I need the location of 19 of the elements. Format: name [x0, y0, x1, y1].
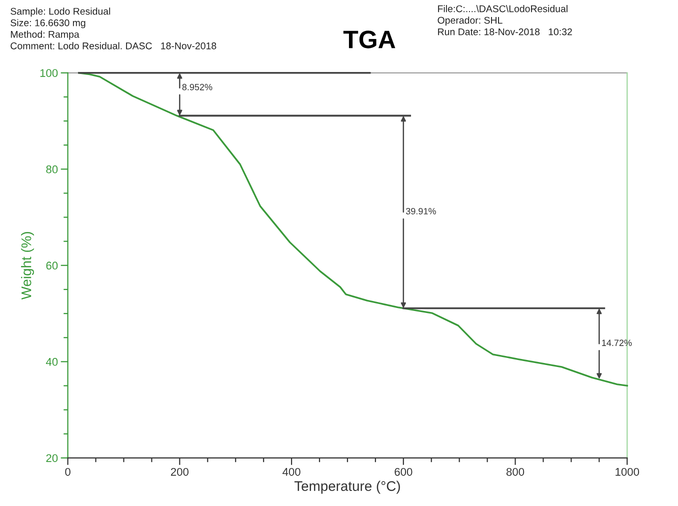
x-tick-label: 600 — [394, 468, 412, 476]
annotation: 14.72% — [602, 340, 632, 346]
text: Sample: Lodo Residual Size: 16.6630 mg Method: Rampa Comment: Lodo Residual. DASC 18-Nov-2018 — [10, 8, 216, 50]
annotation: 8.952% — [182, 84, 212, 90]
annotation: 39.91% — [406, 208, 436, 214]
x-tick-label: 800 — [506, 468, 524, 476]
y-tick-label: 100 — [40, 69, 58, 77]
y-axis-title: Weight (%) — [21, 232, 34, 300]
x-tick-label: 400 — [282, 468, 300, 476]
x-tick-label: 0 — [65, 468, 70, 476]
text: File:C:....\DASC\LodoResidual Operador: SHL Run Date: 18-Nov-2018 10:32 — [438, 5, 572, 36]
y-tick-label: 80 — [46, 165, 58, 174]
x-tick-label: 200 — [170, 468, 189, 476]
x-axis-title: Temperature (°C) — [294, 480, 400, 494]
x-tick-label: 1000 — [616, 468, 640, 476]
chart-title: TGA — [343, 30, 396, 48]
y-tick-label: 40 — [46, 358, 58, 366]
y-tick-label: 20 — [46, 454, 58, 462]
y-tick-label: 60 — [46, 262, 58, 270]
